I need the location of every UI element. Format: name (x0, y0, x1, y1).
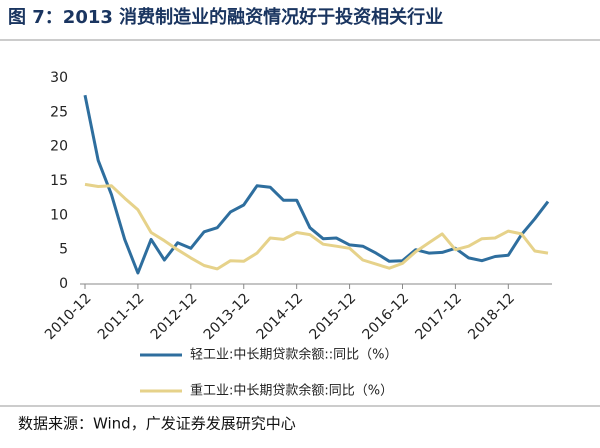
legend-label: 重工业:中长期贷款余额:同比（%） (190, 383, 393, 399)
y-tick-label: 25 (50, 104, 68, 120)
x-tick-label: 2014-12 (254, 290, 307, 343)
y-tick-label: 10 (50, 207, 68, 223)
x-tick-label: 2013-12 (201, 290, 254, 343)
source: 数据来源：Wind，广发证券发展研究中心 (18, 415, 296, 433)
x-tick-label: 2012-12 (148, 290, 201, 343)
x-tick-label: 2018-12 (465, 290, 518, 343)
legend-label: 轻工业:中长期贷款余额::同比（%） (190, 347, 398, 363)
x-tick-label: 2011-12 (95, 290, 148, 343)
x-tick-label: 2016-12 (359, 290, 412, 343)
y-tick-label: 5 (59, 242, 68, 258)
chart-title: 图 7：2013 消费制造业的融资情况好于投资相关行业 (8, 6, 443, 28)
line (83, 94, 550, 275)
x-tick-label: 2017-12 (412, 290, 465, 343)
x-tick-label: 2015-12 (307, 290, 360, 343)
y-tick-label: 30 (50, 70, 68, 86)
line (84, 182, 549, 271)
y-tick-label: 20 (50, 139, 68, 155)
y-tick-label: 15 (50, 173, 68, 189)
y-tick-label: 0 (59, 276, 68, 292)
x-tick-label: 2010-12 (42, 290, 95, 343)
